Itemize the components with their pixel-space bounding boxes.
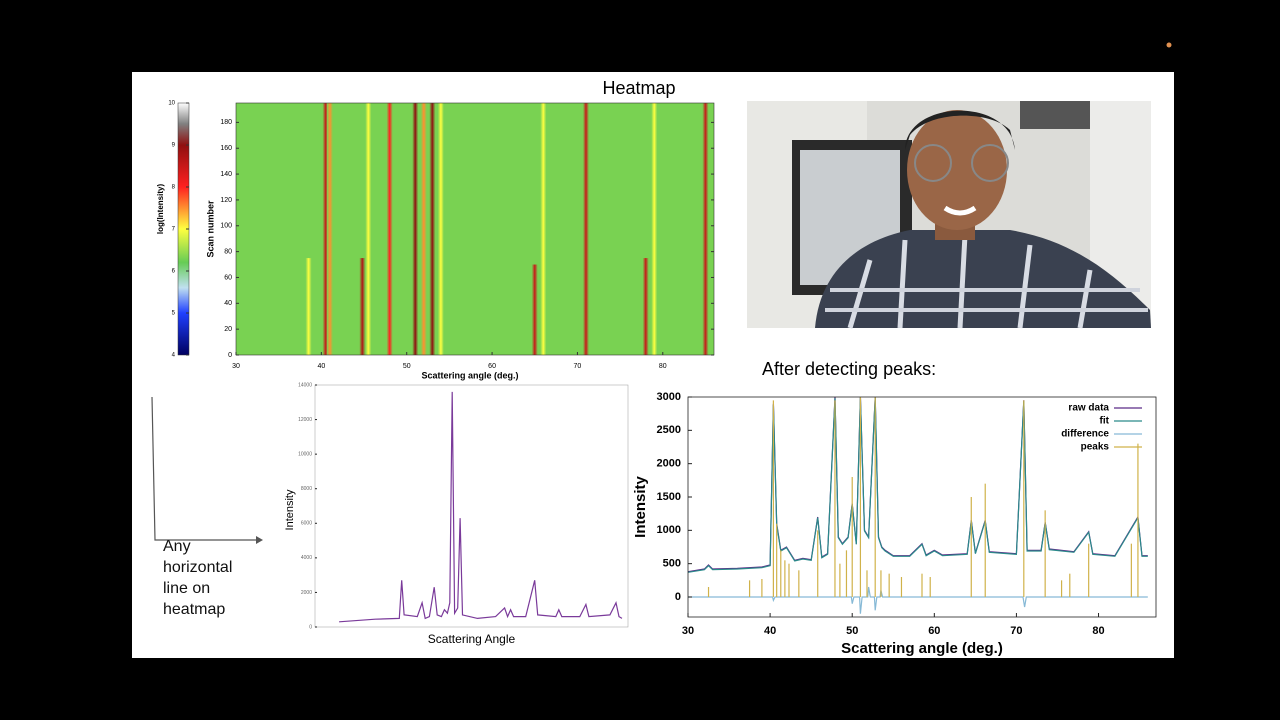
y-axis-label: Intensity [632, 476, 649, 538]
y-tick-label: 0 [675, 591, 681, 603]
colorbar-tick-label: 4 [172, 353, 176, 359]
legend-label: raw data [1068, 403, 1109, 414]
heatmap-stripe [429, 103, 436, 355]
heatmap-stripe [326, 103, 333, 355]
webcam-video [747, 101, 1151, 329]
y-tick-label: 4000 [301, 555, 312, 561]
heatmap-stripe [651, 103, 658, 355]
heatmap-stripe [437, 103, 444, 355]
legend-label: fit [1100, 416, 1110, 427]
indicator-dot [1166, 42, 1172, 48]
heatmap-stripe [359, 258, 366, 355]
heatmap-stripe [702, 103, 709, 355]
peaks-heading: After detecting peaks: [762, 359, 936, 379]
y-tick-label: 12000 [298, 417, 312, 423]
y-tick-label: 180 [220, 119, 232, 126]
x-tick-label: 50 [403, 363, 411, 370]
y-tick-label: 0 [228, 352, 232, 359]
legend-label: peaks [1081, 442, 1110, 453]
x-tick-label: 30 [232, 363, 240, 370]
heatmap-stripe [420, 103, 427, 355]
heatmap-stripe [540, 103, 547, 355]
heatmap-stripe [386, 103, 393, 355]
x-tick-label: 70 [574, 363, 582, 370]
y-tick-label: 8000 [301, 486, 312, 492]
colorbar-tick-label: 5 [172, 311, 176, 317]
x-tick-label: 60 [928, 625, 940, 637]
y-axis-label: Intensity [284, 489, 296, 530]
x-tick-label: 40 [764, 625, 776, 637]
colorbar-tick-label: 8 [172, 185, 176, 191]
plot-frame [235, 102, 715, 356]
heatmap-background [236, 103, 714, 355]
x-tick-label: 80 [659, 363, 667, 370]
legend-label: difference [1061, 429, 1109, 440]
x-axis-label: Scattering angle (deg.) [421, 370, 518, 380]
colorbar-label: log(Intensity) [156, 184, 165, 235]
y-tick-label: 140 [220, 171, 232, 178]
y-tick-label: 0 [309, 624, 312, 630]
series-line [339, 391, 623, 623]
y-tick-label: 2000 [301, 590, 312, 596]
heatmap-stripe [365, 103, 372, 355]
y-tick-label: 160 [220, 145, 232, 152]
heatmap-stripe [305, 258, 312, 355]
y-tick-label: 500 [663, 558, 681, 570]
arrow-annotation [151, 396, 263, 544]
heatmap-stripe [322, 103, 329, 355]
y-tick-label: 3000 [657, 391, 681, 403]
x-tick-label: 30 [682, 625, 694, 637]
x-axis-label: Scattering Angle [428, 632, 516, 646]
heatmap-stripe [642, 258, 649, 355]
y-tick-label: 80 [224, 248, 232, 255]
heatmap-stripe [582, 103, 589, 355]
series-line [688, 586, 1148, 614]
y-axis-label: Scan number [205, 200, 215, 258]
colorbar-tick-label: 6 [172, 269, 176, 275]
y-tick-label: 2500 [657, 424, 681, 436]
x-tick-label: 80 [1092, 625, 1104, 637]
colorbar-tick-label: 7 [172, 227, 176, 233]
slide-title: Heatmap [602, 78, 675, 98]
x-tick-label: 50 [846, 625, 858, 637]
x-tick-label: 60 [488, 363, 496, 370]
colorbar-tick-label: 10 [168, 101, 175, 107]
y-tick-label: 6000 [301, 521, 312, 527]
x-axis-label: Scattering angle (deg.) [841, 640, 1003, 657]
y-tick-label: 120 [220, 197, 232, 204]
plot-frame [687, 396, 1157, 618]
colorbar-tick-label: 9 [172, 143, 176, 149]
y-tick-label: 20 [224, 326, 232, 333]
y-tick-label: 100 [220, 223, 232, 230]
y-tick-label: 40 [224, 300, 232, 307]
y-tick-label: 14000 [298, 382, 312, 388]
series-line [688, 397, 1148, 573]
x-tick-label: 70 [1010, 625, 1022, 637]
note-text: Any horizontal line on heatmap [163, 538, 233, 618]
x-tick-label: 40 [317, 363, 325, 370]
y-tick-label: 10000 [298, 451, 312, 457]
y-tick-label: 60 [224, 274, 232, 281]
y-tick-label: 2000 [657, 458, 681, 470]
heatmap-stripe [412, 103, 419, 355]
plot-frame [314, 384, 629, 628]
y-tick-label: 1000 [657, 524, 681, 536]
y-tick-label: 1500 [657, 491, 681, 503]
heatmap-stripe [531, 264, 538, 355]
